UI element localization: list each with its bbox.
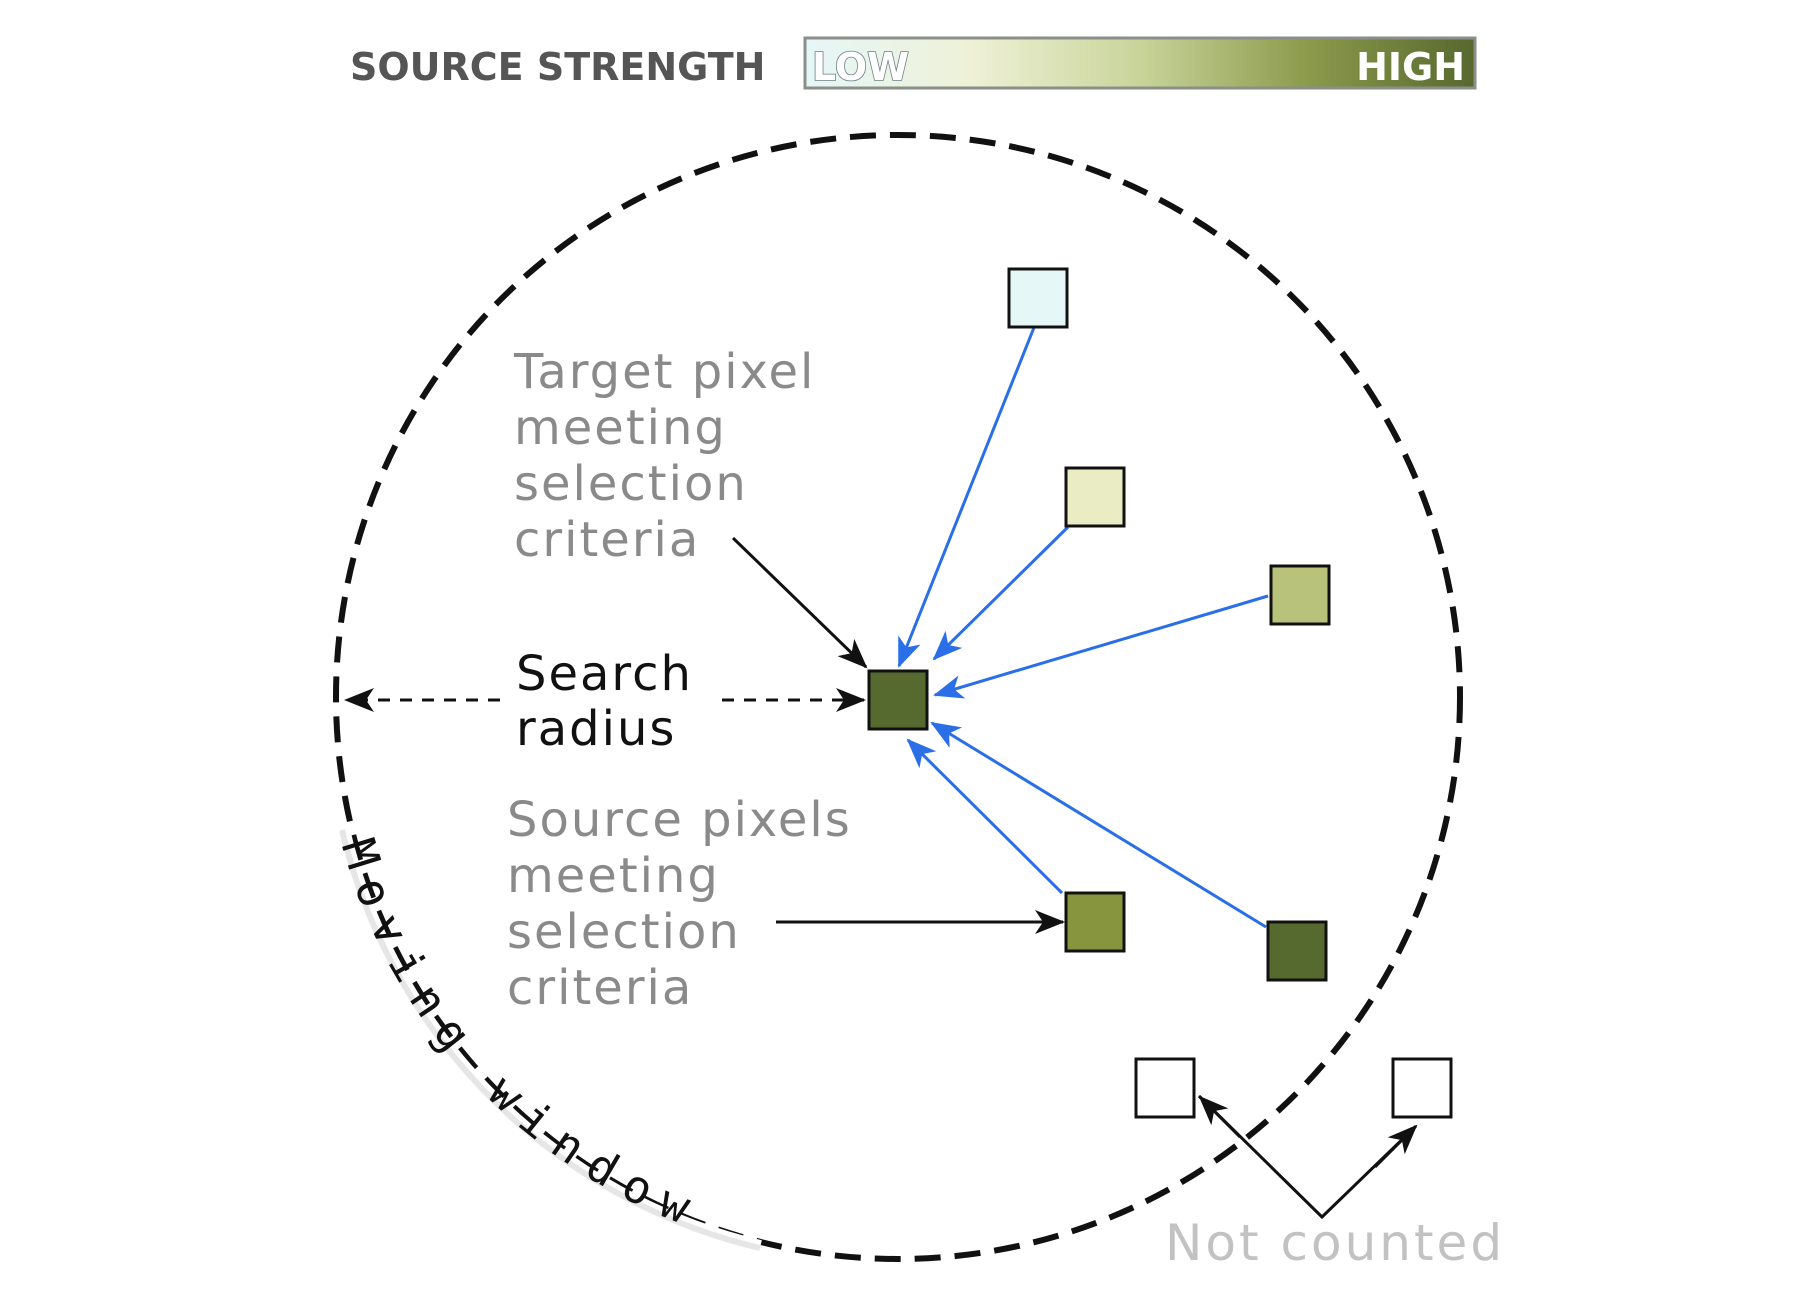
connector-arrow-2: [932, 525, 1070, 661]
legend-title: SOURCE STRENGTH: [350, 45, 765, 89]
legend: SOURCE STRENGTH LOW HIGH: [350, 36, 1477, 90]
target-pixel-label-line-2: meeting: [514, 400, 727, 456]
target-pixel-label-line-1: Target pixel: [513, 344, 815, 400]
search-radius-label-line-1: Search: [516, 646, 693, 702]
not-counted-pixel-2: [1391, 1057, 1453, 1119]
legend-low-label: LOW: [812, 45, 909, 89]
connector-arrow-4: [906, 738, 1064, 895]
target-pixel-label-line-3: selection: [514, 456, 748, 512]
source-pixel-2: [1064, 466, 1126, 528]
search-radius-label: Search radius: [516, 646, 693, 757]
moving-window-circle: [333, 132, 1463, 1262]
not-counted-label: Not counted: [1165, 1214, 1505, 1272]
source-pixels-label-line-3: selection: [507, 904, 741, 960]
target-pixel-label: Target pixel meeting selection criteria: [513, 344, 815, 568]
source-pixel-5: [1266, 920, 1328, 982]
source-pixels-label-line-2: meeting: [507, 848, 720, 904]
legend-high-label: HIGH: [1356, 45, 1465, 89]
source-pixels: [1007, 267, 1331, 982]
connector-arrow-5: [930, 721, 1267, 929]
moving-window-label-guide: [339, 829, 761, 1251]
target-pixel: [867, 669, 929, 731]
connector-arrows: [897, 324, 1269, 929]
not-counted-pointer-head-2: [1373, 1124, 1418, 1169]
not-counted-pixel-1: [1134, 1057, 1196, 1119]
source-pixel-3: [1269, 564, 1331, 626]
source-pixel-1: [1007, 267, 1069, 329]
not-counted-pointer-head-1: [1198, 1095, 1242, 1139]
source-pixel-4: [1064, 891, 1126, 953]
legend-gradient-bar: [803, 36, 1477, 90]
source-pixels-label-line-4: criteria: [507, 960, 693, 1016]
source-pixels-label-line-1: Source pixels: [507, 792, 852, 848]
search-radius-label-line-2: radius: [516, 701, 676, 757]
connector-arrow-3: [933, 594, 1269, 699]
not-counted-pointer: [1197, 1094, 1417, 1220]
target-pixel-label-line-4: criteria: [514, 512, 700, 568]
not-counted-pixels: [1134, 1057, 1453, 1119]
connector-arrow-1: [897, 324, 1037, 668]
target-pixel-pointer: [731, 536, 868, 669]
source-pixels-label: Source pixels meeting selection criteria: [507, 792, 852, 1016]
